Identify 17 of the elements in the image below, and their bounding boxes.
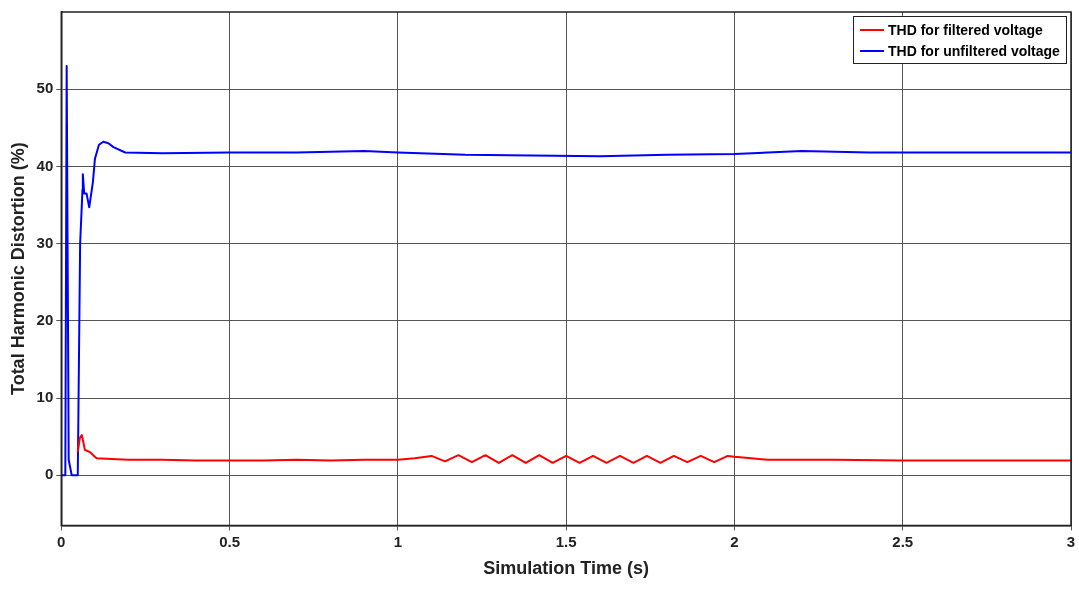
x-tick-label: 2 (730, 532, 739, 550)
x-tick-label: 3 (1066, 532, 1076, 550)
y-tick-label: 50 (36, 79, 54, 97)
y-tick-label: 40 (36, 156, 54, 174)
x-tick-label: 1 (393, 532, 403, 550)
y-tick-label: 30 (36, 233, 54, 251)
y-tick-label: 0 (44, 465, 54, 483)
y-tick-label: 10 (36, 388, 54, 406)
x-tick-label: 1.5 (555, 532, 577, 550)
x-axis-title: Simulation Time (s) (483, 558, 649, 579)
x-tick-label: 2.5 (892, 532, 914, 550)
legend-label: THD for filtered voltage (888, 21, 1043, 38)
y-tick-label: 20 (36, 310, 54, 328)
y-axis-title: Total Harmonic Distortion (%) (7, 142, 28, 396)
legend-label: THD for unfiltered voltage (888, 42, 1060, 59)
x-tick-label: 0.5 (219, 532, 240, 550)
x-tick-label: 0 (57, 532, 66, 550)
